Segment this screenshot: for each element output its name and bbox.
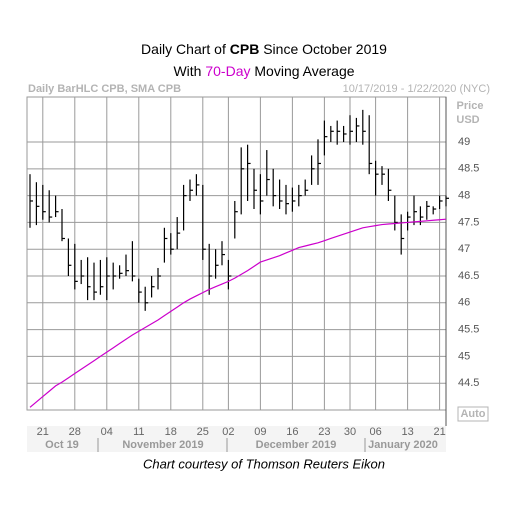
x-tick-label: 21 [433, 426, 445, 438]
y-tick-label: 45 [458, 350, 470, 362]
x-tick-label: 28 [69, 426, 81, 438]
x-tick-label: 16 [286, 426, 298, 438]
y-axis-label: Price [457, 100, 484, 112]
x-tick-label: 30 [344, 426, 356, 438]
auto-label: Auto [460, 408, 485, 420]
x-tick-label: 11 [133, 426, 144, 438]
y-tick-label: 47 [458, 243, 470, 255]
title-text: Daily Chart of [141, 41, 226, 57]
header-left: Daily BarHLC CPB, SMA CPB [28, 83, 181, 95]
auto-box [457, 406, 489, 422]
x-tick-label: 09 [254, 426, 266, 438]
x-tick-label: 21 [37, 426, 49, 438]
month-label: November 2019 [122, 439, 203, 451]
x-tick-label: 02 [222, 426, 234, 438]
y-tick-label: 44.5 [458, 377, 479, 389]
y-tick-label: 48.5 [458, 163, 479, 175]
y-tick-label: 46 [458, 297, 470, 309]
y-tick-label: 45.5 [458, 324, 479, 336]
title-text: Since October 2019 [263, 41, 387, 57]
month-label: Oct 19 [45, 439, 79, 451]
sma-line [29, 218, 447, 408]
x-tick-label: 18 [165, 426, 177, 438]
y-tick-label: 46.5 [458, 270, 479, 282]
month-label: January 2020 [368, 439, 438, 451]
subtitle-text: Moving Average [254, 63, 354, 79]
x-tick-label: 23 [318, 426, 330, 438]
footer: Chart courtesy of Thomson Reuters Eikon [143, 456, 385, 471]
x-tick-label: 25 [197, 426, 209, 438]
x-tick-label: 06 [369, 426, 381, 438]
month-label: December 2019 [256, 439, 337, 451]
y-tick-label: 47.5 [458, 216, 479, 228]
x-tick-label: 04 [101, 426, 113, 438]
x-axis-band [27, 426, 446, 452]
x-tick-label: 13 [401, 426, 413, 438]
y-axis-label: USD [456, 114, 479, 126]
plot-area: 44.5 45 45.5 46 46.5 47 47.5 48 48.5 49 21 28 04 11 18… [26, 96, 479, 452]
subtitle-highlight: 70-Day [205, 63, 250, 79]
chart-title: Daily Chart of CPB Since October 2019 [141, 41, 387, 57]
y-tick-label: 49 [458, 136, 470, 148]
chart-subtitle: With 70-Day Moving Average [173, 63, 354, 79]
title-ticker: CPB [230, 41, 260, 57]
subtitle-text: With [173, 63, 201, 79]
header-right: 10/17/2019 - 1/22/2020 (NYC) [343, 83, 490, 95]
y-tick-label: 48 [458, 190, 470, 202]
